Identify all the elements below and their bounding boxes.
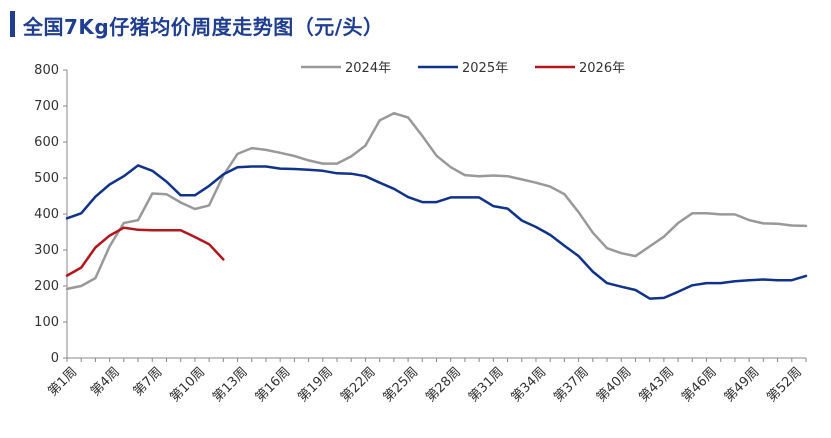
chart-title: 全国7Kg仔猪均价周度走势图（元/头） [23,15,384,39]
x-tick-label: 第7周 [131,365,166,400]
x-tick-label: 第1周 [45,365,80,400]
chart-title-block: 全国7Kg仔猪均价周度走势图（元/头） [10,4,610,44]
legend-label-3: 2026年 [579,61,625,76]
y-tick-label: 800 [34,63,59,78]
y-tick-label: 700 [34,99,59,114]
y-tick-label: 0 [51,351,59,366]
legend-label-2: 2025年 [462,61,508,76]
x-tick-label: 第10周 [167,365,208,406]
y-tick-label: 400 [34,207,59,222]
title-accent-bar [10,11,15,37]
y-tick-label: 100 [34,315,59,330]
y-tick-label: 600 [34,135,59,150]
legend-label-1: 2024年 [345,61,391,76]
x-tick-label: 第34周 [509,365,550,406]
y-tick-label: 500 [34,171,59,186]
x-tick-label: 第31周 [466,365,507,406]
x-tick-label: 第37周 [551,365,592,406]
y-tick-label: 300 [34,243,59,258]
series-line-2 [65,164,808,300]
x-tick-label: 第28周 [423,365,464,406]
x-tick-label: 第43周 [636,365,677,406]
y-tick-label: 200 [34,279,59,294]
x-tick-label: 第52周 [764,365,805,406]
series-line-3 [65,226,225,277]
x-tick-label: 第46周 [679,365,720,406]
x-tick-label: 第4周 [88,365,123,400]
x-tick-label: 第49周 [722,365,763,406]
x-tick-label: 第13周 [210,365,251,406]
x-tick-label: 第40周 [594,365,635,406]
x-tick-label: 第22周 [338,365,379,406]
x-tick-label: 第16周 [253,365,294,406]
x-tick-label: 第19周 [295,365,336,406]
series-line-1 [65,111,808,291]
x-tick-label: 第25周 [381,365,422,406]
